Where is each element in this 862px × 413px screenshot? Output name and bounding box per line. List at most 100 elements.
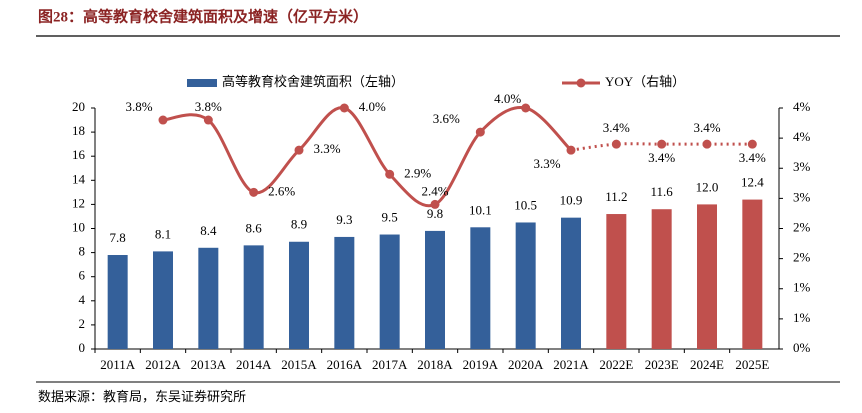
bar — [334, 236, 355, 349]
bar-value-label: 10.9 — [560, 193, 583, 208]
yoy-value-label: 3.4% — [739, 150, 766, 165]
y2-tick-label: 1% — [793, 280, 811, 295]
y-tick-label: 20 — [72, 99, 85, 114]
yoy-point — [339, 103, 349, 113]
x-tick-label: 2022E — [599, 357, 633, 372]
bar-value-label: 12.0 — [696, 179, 719, 194]
bar — [697, 204, 717, 349]
yoy-value-label: 2.9% — [404, 165, 431, 180]
y-tick-label: 10 — [72, 219, 85, 234]
yoy-point — [430, 199, 440, 209]
bar-value-label: 12.4 — [741, 175, 764, 190]
legend-swatch — [187, 79, 217, 87]
y2-tick-label: 1% — [793, 310, 811, 325]
x-tick-label: 2024E — [690, 357, 724, 372]
x-tick-label: 2016A — [327, 357, 363, 372]
bar — [243, 245, 264, 349]
bar-value-label: 11.2 — [605, 189, 627, 204]
yoy-point — [249, 187, 259, 197]
bar-value-label: 8.1 — [155, 226, 171, 241]
yoy-value-label: 4.0% — [359, 99, 386, 114]
yoy-point — [158, 115, 168, 125]
yoy-value-label: 3.3% — [313, 141, 340, 156]
y2-tick-label: 2% — [793, 250, 811, 265]
bar — [107, 255, 128, 349]
x-tick-label: 2021A — [553, 357, 589, 372]
y2-tick-label: 0% — [793, 340, 811, 355]
x-tick-label: 2013A — [191, 357, 227, 372]
x-tick-label: 2019A — [463, 357, 499, 372]
legend-label: YOY（右轴） — [605, 74, 685, 89]
y2-tick-label: 3% — [793, 159, 811, 174]
yoy-line — [162, 106, 573, 208]
chart-title: 图28：高等教育校舍建筑面积及增速（亿平方米） — [38, 7, 368, 25]
x-tick-label: 2023E — [645, 357, 679, 372]
yoy-point — [702, 139, 712, 149]
y-tick-label: 8 — [79, 244, 86, 259]
bar-value-label: 10.5 — [514, 197, 537, 212]
yoy-point — [611, 139, 621, 149]
bar — [561, 217, 581, 349]
y-tick-label: 12 — [72, 195, 85, 210]
legend-dot — [576, 78, 586, 88]
yoy-value-label: 2.6% — [268, 183, 295, 198]
yoy-value-label: 4.0% — [494, 91, 521, 106]
bar — [198, 247, 219, 349]
bar — [606, 214, 627, 349]
x-tick-label: 2012A — [145, 357, 181, 372]
yoy-point — [747, 139, 757, 149]
bar — [470, 227, 491, 349]
y-tick-label: 16 — [72, 147, 86, 162]
bar-value-label: 11.6 — [651, 184, 674, 199]
yoy-point — [566, 145, 576, 155]
source: 数据来源：教育局，东吴证券研究所 — [38, 389, 246, 404]
bar — [379, 234, 400, 349]
x-tick-label: 2017A — [372, 357, 408, 372]
yoy-point — [294, 145, 304, 155]
bar — [651, 209, 672, 349]
bar — [515, 222, 536, 349]
bar — [425, 230, 445, 349]
yoy-point — [657, 139, 667, 149]
x-tick-label: 2025E — [735, 357, 769, 372]
yoy-value-label: 3.8% — [125, 99, 152, 114]
bar-value-label: 8.9 — [291, 217, 307, 232]
yoy-value-label: 3.6% — [433, 111, 460, 126]
yoy-value-label: 3.4% — [603, 120, 630, 135]
bar — [153, 251, 173, 349]
yoy-value-label: 3.8% — [195, 99, 222, 114]
y-tick-label: 18 — [72, 123, 85, 138]
bar-value-label: 8.6 — [246, 220, 263, 235]
bar — [742, 199, 763, 349]
bar-value-label: 9.8 — [427, 206, 443, 221]
y-tick-label: 2 — [79, 316, 86, 331]
yoy-value-label: 3.3% — [533, 156, 560, 171]
yoy-point — [203, 115, 213, 125]
yoy-value-label: 3.4% — [693, 120, 720, 135]
y-tick-label: 4 — [79, 292, 86, 307]
bar-value-label: 8.4 — [200, 223, 217, 238]
bar-value-label: 9.3 — [336, 212, 352, 227]
y-tick-label: 14 — [72, 171, 86, 186]
yoy-point — [475, 127, 485, 137]
y2-tick-label: 2% — [793, 219, 811, 234]
bar-value-label: 9.5 — [382, 210, 398, 225]
bar — [289, 241, 309, 349]
bar-value-label: 10.1 — [469, 202, 492, 217]
x-tick-label: 2020A — [508, 357, 544, 372]
yoy-point — [385, 169, 395, 179]
yoy-value-label: 3.4% — [648, 150, 675, 165]
x-tick-label: 2011A — [100, 357, 136, 372]
legend-label: 高等教育校舍建筑面积（左轴） — [222, 74, 404, 89]
y2-tick-label: 4% — [793, 99, 811, 114]
x-tick-label: 2014A — [236, 357, 272, 372]
x-tick-label: 2018A — [417, 357, 453, 372]
yoy-point — [521, 103, 531, 113]
bar-value-label: 7.8 — [110, 230, 126, 245]
y2-tick-label: 4% — [793, 129, 811, 144]
y2-tick-label: 3% — [793, 189, 811, 204]
yoy-value-label: 2.4% — [421, 183, 448, 198]
x-tick-label: 2015A — [281, 357, 317, 372]
y-tick-label: 6 — [79, 268, 86, 283]
